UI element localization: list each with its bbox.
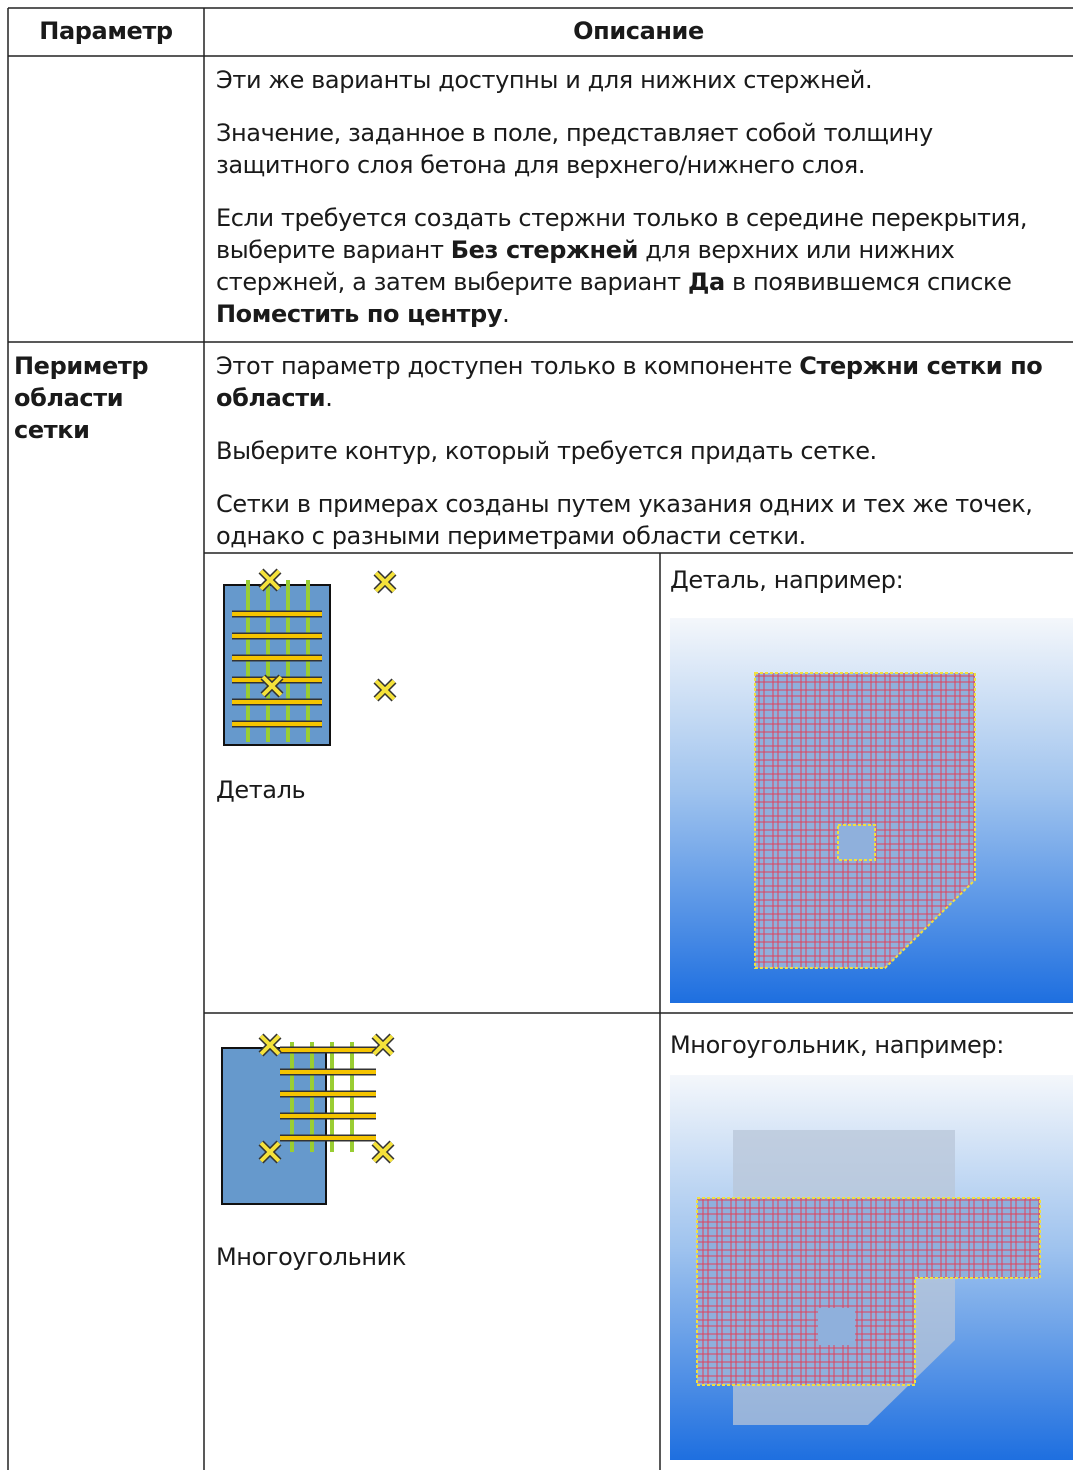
paragraph: Этот параметр доступен только в компонен…	[216, 350, 1068, 414]
screenshot-detail	[670, 618, 1073, 1003]
screenshot-polygon	[670, 1075, 1073, 1460]
bold-text: Без стержней	[450, 236, 639, 264]
bold-text: Да	[687, 268, 725, 296]
text: Эти же варианты доступны и для нижних ст…	[216, 66, 873, 94]
paragraph: Если требуется создать стержни только в …	[216, 202, 1068, 330]
text: .	[325, 384, 333, 412]
table-borders	[7, 7, 1073, 1470]
sketch-polygon	[221, 1036, 392, 1205]
bold-text: Поместить по центру	[216, 300, 503, 328]
text: Этот параметр доступен только в компонен…	[216, 352, 800, 380]
text: Сетки в примерах созданы путем указания …	[216, 490, 1033, 550]
text: в появившемся списке	[724, 268, 1012, 296]
paragraph: Значение, заданное в поле, представляет …	[216, 117, 1068, 181]
example-caption: Деталь, например:	[670, 566, 904, 594]
header-cell: Параметр	[39, 17, 173, 45]
sketch-detail	[223, 571, 394, 746]
paragraph: Выберите контур, который требуется прида…	[216, 435, 1068, 467]
text: Если требуется создать стержни только в …	[216, 204, 1028, 264]
text: .	[502, 300, 510, 328]
text: Значение, заданное в поле, представляет …	[216, 119, 933, 179]
text: Выберите контур, который требуется прида…	[216, 437, 877, 465]
example-caption: Многоугольник, например:	[670, 1031, 1004, 1059]
parameter-cell: Периметр области сетки	[14, 352, 149, 444]
bold-text: Стержни сетки по области	[216, 352, 1043, 412]
header-cell: Описание	[573, 17, 704, 45]
paragraph: Сетки в примерах созданы путем указания …	[216, 488, 1068, 552]
example-label: Деталь	[216, 776, 306, 804]
text: для верхних или нижних стержней, а затем…	[216, 236, 955, 296]
description-cell: Этот параметр доступен только в компонен…	[216, 350, 1068, 552]
paragraph: Эти же варианты доступны и для нижних ст…	[216, 64, 1068, 96]
example-label: Многоугольник	[216, 1243, 406, 1271]
description-cell: Эти же варианты доступны и для нижних ст…	[216, 64, 1068, 330]
